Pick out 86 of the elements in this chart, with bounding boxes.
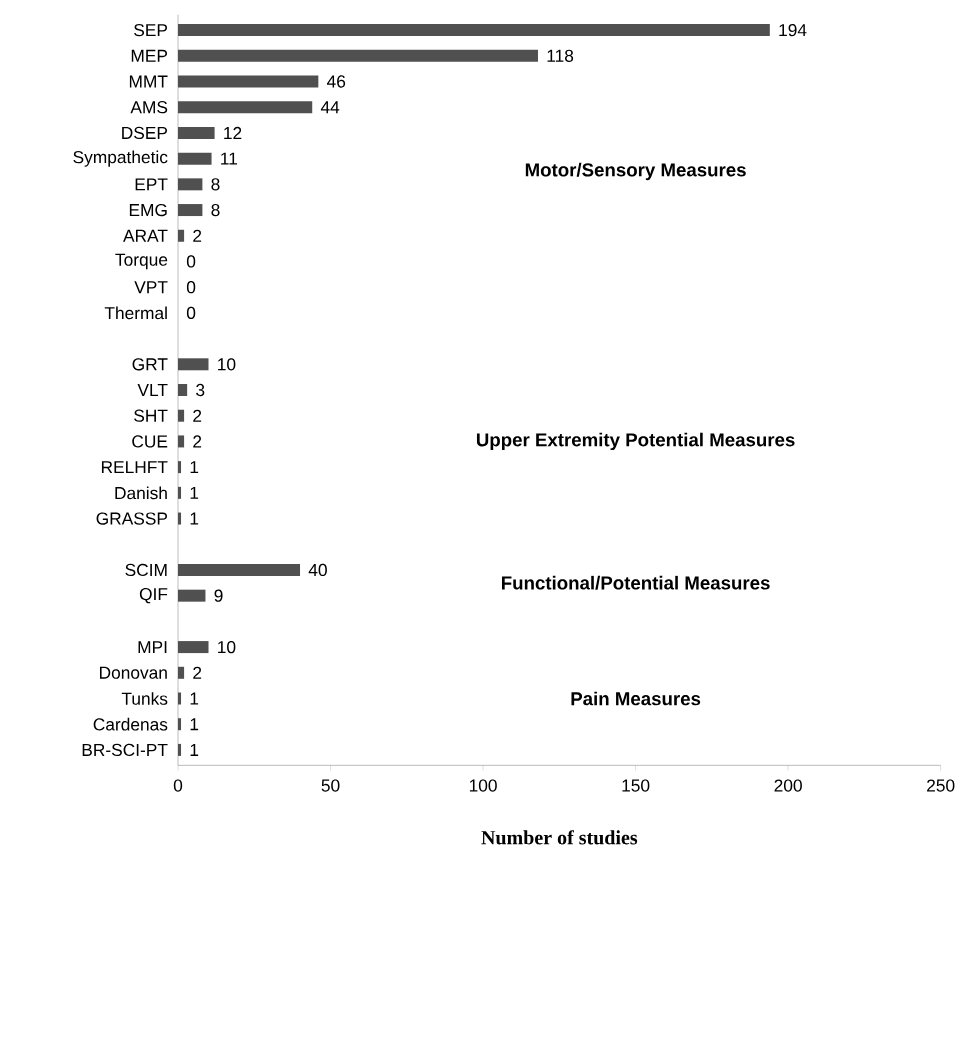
- data-label: 10: [218, 640, 236, 654]
- annotation: Functional/Potential Measures: [502, 575, 770, 590]
- data-label: 11: [221, 152, 237, 165]
- bar: [178, 178, 203, 191]
- data-label: 2: [193, 435, 202, 448]
- data-label: 10: [218, 358, 236, 371]
- data-label: 2: [193, 409, 202, 422]
- bar: [178, 589, 206, 602]
- bar: [178, 692, 182, 705]
- bar: [178, 641, 209, 654]
- y-tick-label: GRASSP: [96, 512, 168, 525]
- bar: [178, 152, 212, 165]
- y-tick-label: QIF: [139, 587, 168, 604]
- data-label: 1: [190, 692, 199, 705]
- bar: [178, 409, 185, 422]
- data-label: 194: [779, 23, 807, 37]
- data-label: 8: [211, 178, 220, 191]
- y-tick-label: Thermal: [104, 306, 167, 320]
- y-tick-label: AMS: [130, 101, 168, 114]
- data-label: 44: [320, 101, 340, 114]
- annotation: Upper Extremity Potential Measures: [476, 432, 795, 451]
- bar: [178, 486, 182, 499]
- data-label: 118: [547, 49, 574, 62]
- data-label: 46: [326, 75, 346, 88]
- data-label: 1: [190, 743, 199, 756]
- y-tick-label: Tunks: [121, 692, 168, 705]
- y-tick-label: MMT: [129, 75, 168, 88]
- y-tick-label: SEP: [134, 23, 168, 37]
- bar: [178, 358, 209, 371]
- x-axis-title: Number of studies: [481, 830, 638, 845]
- x-tick-label: 200: [774, 779, 802, 792]
- x-tick-label: 250: [927, 779, 955, 792]
- data-label: 2: [193, 666, 202, 679]
- data-label: 2: [193, 229, 202, 242]
- annotation: Pain Measures: [571, 691, 701, 706]
- y-tick-label: VLT: [137, 384, 168, 396]
- y-tick-label: ARAT: [123, 229, 168, 242]
- y-tick-label: BR-SCI-PT: [82, 743, 168, 757]
- bar: [178, 229, 185, 242]
- y-tick-label: DSEP: [122, 126, 168, 140]
- y-tick-label: CUE: [132, 435, 168, 448]
- y-tick-label: GRT: [132, 358, 168, 371]
- y-tick-label: SHT: [134, 409, 168, 422]
- bar: [178, 435, 185, 448]
- data-label: 1: [190, 461, 199, 474]
- y-tick-label: RELHFT: [101, 461, 168, 474]
- data-label: 0: [186, 281, 196, 294]
- bar: [178, 384, 188, 396]
- y-tick-label: MEP: [131, 49, 168, 62]
- bar: [178, 24, 770, 37]
- y-tick-label: MPI: [138, 641, 167, 654]
- bar: [178, 75, 319, 88]
- x-tick-label: 150: [622, 779, 650, 792]
- bar: [178, 563, 301, 576]
- data-label: 12: [224, 126, 242, 139]
- x-tick-label: 0: [173, 779, 183, 792]
- y-tick-label: EPT: [135, 178, 168, 191]
- annotation: Motor/Sensory Measures: [525, 162, 746, 181]
- data-label: 9: [214, 589, 223, 602]
- data-label: 1: [190, 486, 199, 499]
- y-tick-label: Donovan: [99, 666, 167, 679]
- bar: [178, 204, 203, 217]
- data-label: 1: [190, 718, 199, 731]
- bar: [178, 461, 182, 474]
- bar: [178, 666, 185, 679]
- data-label: 0: [186, 255, 196, 268]
- x-tick-label: 100: [469, 779, 497, 792]
- x-tick-label: 50: [321, 779, 340, 792]
- y-tick-label: Cardenas: [93, 717, 168, 731]
- bar: [178, 743, 182, 756]
- bar: [178, 101, 313, 114]
- y-tick-label: Sympathetic: [73, 150, 168, 167]
- bar: [178, 718, 182, 731]
- data-label: 40: [308, 563, 327, 577]
- y-tick-label: EMG: [129, 203, 167, 217]
- bar: [178, 512, 182, 525]
- data-label: 1: [190, 512, 199, 525]
- y-tick-label: Danish: [115, 486, 167, 500]
- bar: [178, 49, 538, 62]
- y-tick-label: VPT: [134, 281, 168, 294]
- data-label: 3: [196, 383, 205, 397]
- y-tick-label: SCIM: [125, 563, 167, 577]
- data-label: 8: [211, 203, 220, 217]
- y-tick-label: Torque: [115, 253, 168, 270]
- data-label: 0: [186, 306, 196, 320]
- bar: [178, 126, 215, 139]
